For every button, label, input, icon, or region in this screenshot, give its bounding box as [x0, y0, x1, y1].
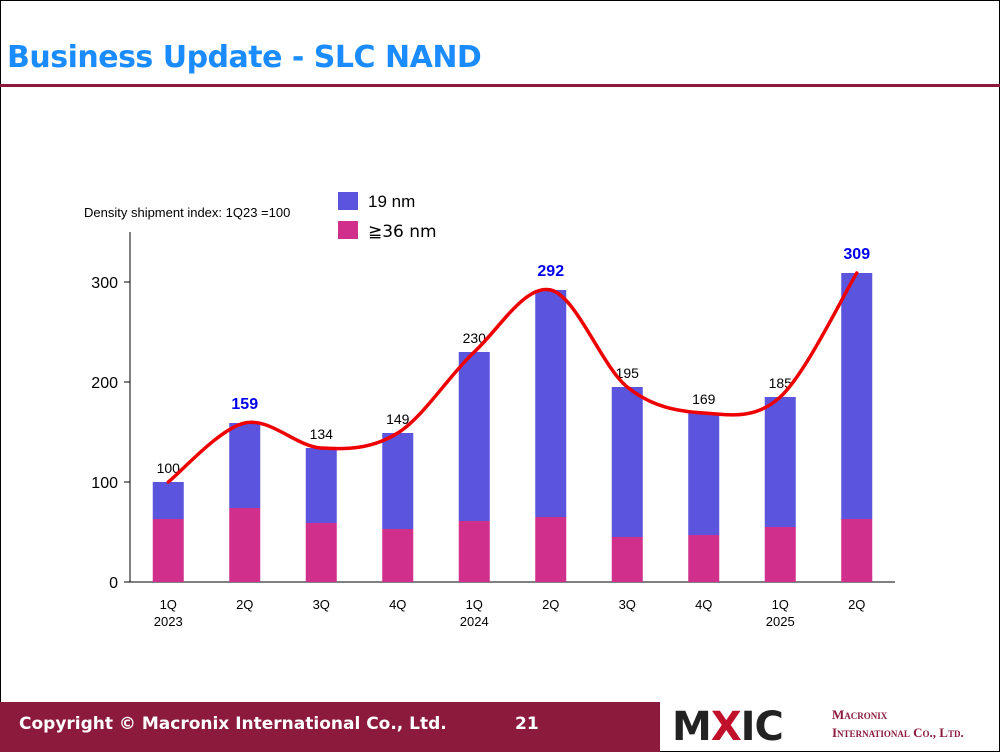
title-divider [0, 84, 1000, 87]
logo-text-m: M [672, 704, 712, 750]
bar-19nm [305, 448, 337, 523]
total-label: 292 [537, 263, 564, 280]
x-tick-label: 1Q [160, 597, 177, 612]
y-tick-label: 300 [91, 275, 118, 292]
bar-36nm [535, 517, 567, 582]
bar-36nm [458, 521, 490, 582]
shipment-chart: Density shipment index: 1Q23 =100 19 nm … [84, 192, 895, 629]
trend-line [166, 271, 859, 484]
bar-19nm [382, 433, 414, 529]
total-label: 169 [692, 391, 716, 407]
bar-19nm [841, 273, 873, 519]
x-tick-label: 2Q [236, 597, 253, 612]
x-year-label: 2023 [154, 614, 183, 629]
x-tick-label: 3Q [619, 597, 636, 612]
bar-19nm [688, 413, 720, 535]
x-tick-label: 4Q [389, 597, 406, 612]
slide-title: Business Update - SLC NAND [7, 40, 482, 75]
y-tick-label: 200 [91, 375, 118, 392]
company-logo: MXIC [672, 704, 784, 750]
x-tick-label: 4Q [695, 597, 712, 612]
x-tick-label: 3Q [313, 597, 330, 612]
company-name-line1: Macronix [832, 707, 888, 722]
legend-swatch-19nm [338, 192, 358, 210]
company-name-line2: International Co., Ltd. [832, 725, 964, 740]
y-tick-label: 100 [91, 475, 118, 492]
total-label: 149 [386, 411, 410, 427]
bar-36nm [611, 537, 643, 582]
logo-text-x: X [710, 704, 742, 750]
total-label: 100 [157, 460, 181, 476]
total-label: 195 [616, 365, 640, 381]
x-tick-label: 1Q [466, 597, 483, 612]
company-name: Macronix International Co., Ltd. [832, 706, 964, 742]
footer-band [0, 702, 660, 752]
x-tick-label: 1Q [772, 597, 789, 612]
y-tick-label: 0 [109, 575, 118, 592]
bar-36nm [688, 535, 720, 582]
x-year-label: 2024 [460, 614, 489, 629]
total-label: 185 [769, 375, 793, 391]
bar-36nm [764, 527, 796, 582]
bar-19nm [458, 352, 490, 521]
page-number: 21 [515, 714, 539, 734]
total-label: 309 [843, 246, 870, 263]
bar-19nm [611, 387, 643, 537]
bar-19nm [535, 290, 567, 517]
x-year-label: 2025 [766, 614, 795, 629]
legend-label-19nm: 19 nm [368, 192, 415, 211]
bar-36nm [841, 519, 873, 582]
legend-swatch-36nm [338, 221, 358, 239]
legend-label-36nm: ≧36 nm [368, 222, 437, 242]
bar-19nm [229, 423, 261, 508]
chart-annotation: Density shipment index: 1Q23 =100 [84, 205, 290, 220]
total-label: 159 [231, 396, 258, 413]
total-label: 134 [310, 426, 334, 442]
x-tick-label: 2Q [848, 597, 865, 612]
bar-36nm [229, 508, 261, 582]
logo-text-ic: IC [740, 704, 784, 750]
bar-36nm [382, 529, 414, 582]
x-tick-label: 2Q [542, 597, 559, 612]
bar-36nm [152, 519, 184, 582]
total-label: 230 [463, 330, 487, 346]
bar-36nm [305, 523, 337, 582]
bar-19nm [764, 397, 796, 527]
copyright-text: Copyright © Macronix International Co., … [19, 714, 447, 734]
bar-19nm [152, 482, 184, 519]
